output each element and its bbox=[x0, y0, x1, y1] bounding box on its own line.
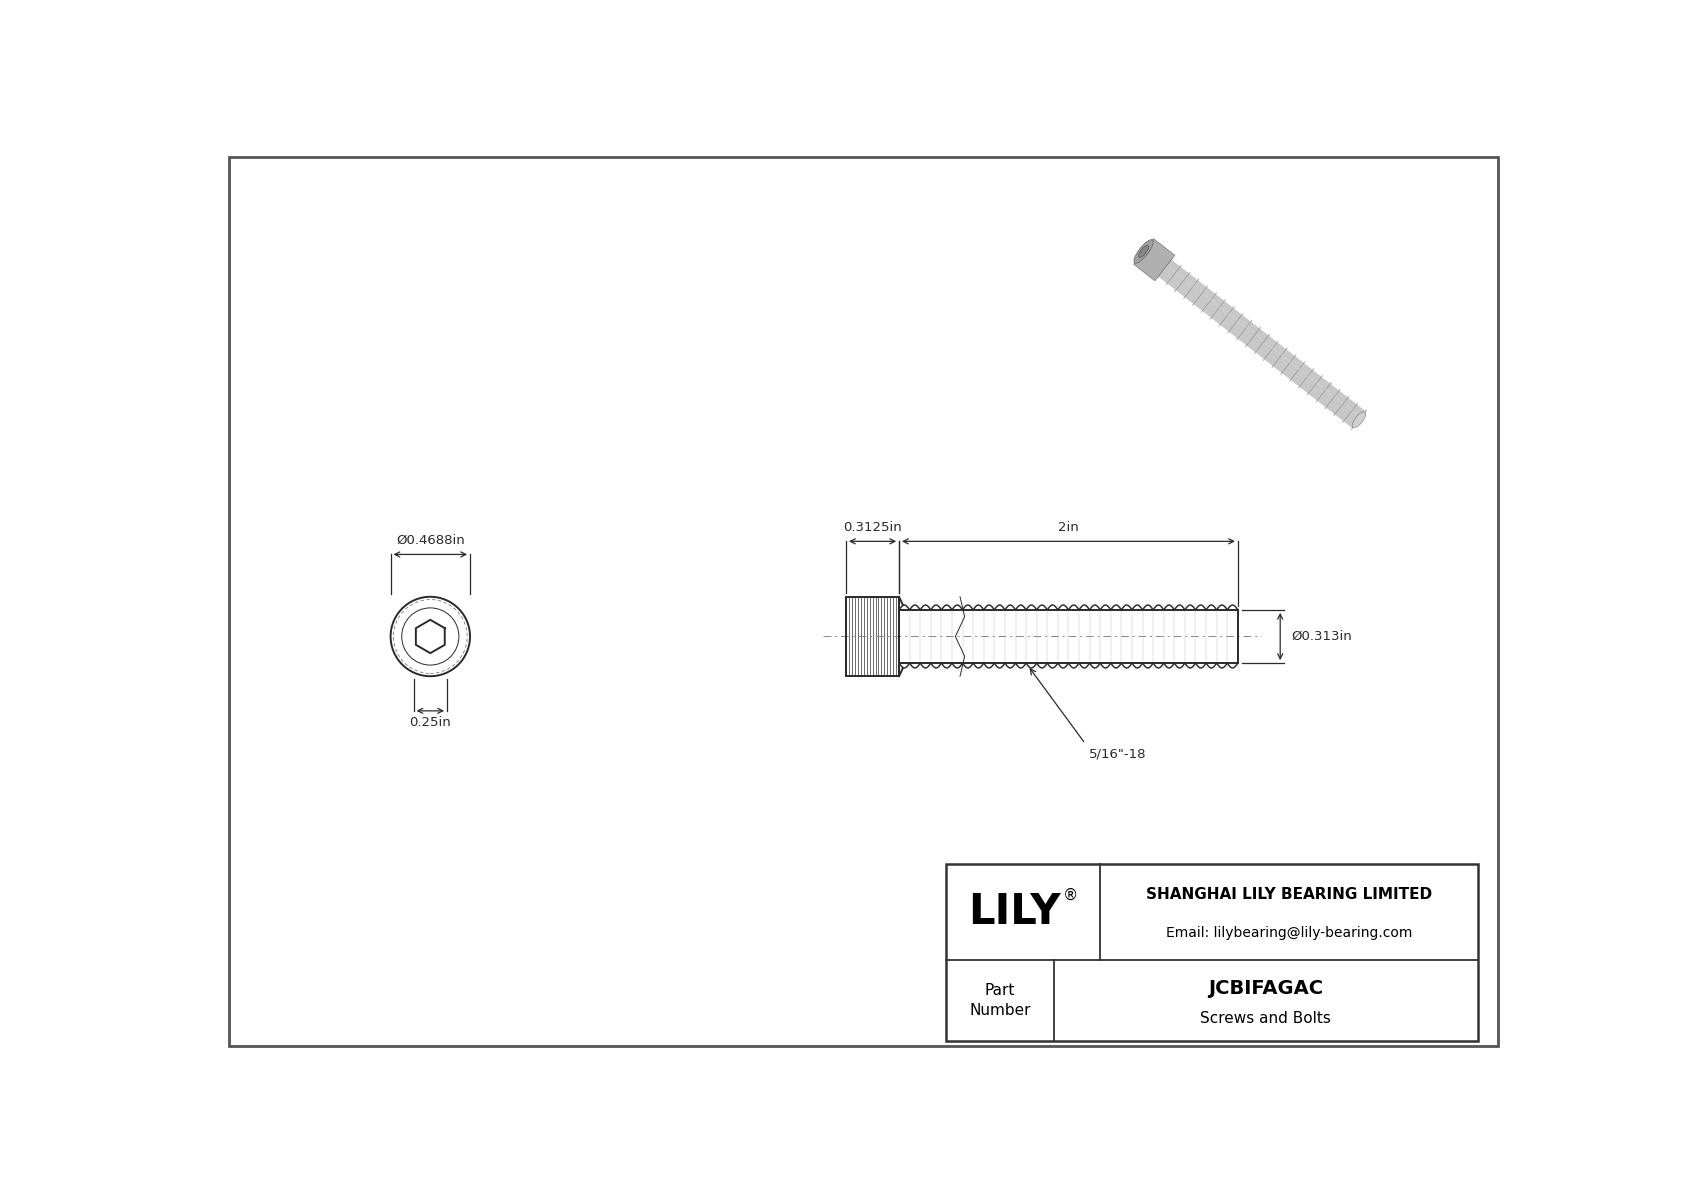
Text: LILY: LILY bbox=[968, 891, 1061, 933]
Text: Screws and Bolts: Screws and Bolts bbox=[1201, 1011, 1330, 1025]
Ellipse shape bbox=[1133, 239, 1154, 263]
Ellipse shape bbox=[1352, 412, 1366, 428]
Bar bbox=[845, 597, 899, 676]
Bar bbox=[946, 863, 1477, 1041]
Text: Ø0.4688in: Ø0.4688in bbox=[396, 534, 465, 547]
Circle shape bbox=[391, 597, 470, 676]
Ellipse shape bbox=[1138, 245, 1148, 257]
Polygon shape bbox=[1159, 260, 1366, 429]
Polygon shape bbox=[1133, 238, 1175, 281]
Text: JCBIFAGAC: JCBIFAGAC bbox=[1207, 979, 1324, 998]
Text: Part
Number: Part Number bbox=[970, 983, 1031, 1018]
Text: Email: lilybearing@lily-bearing.com: Email: lilybearing@lily-bearing.com bbox=[1165, 925, 1413, 940]
Text: 2in: 2in bbox=[1058, 520, 1079, 534]
Text: Ø0.313in: Ø0.313in bbox=[1292, 630, 1352, 643]
Text: 0.25in: 0.25in bbox=[409, 716, 451, 729]
Text: ®: ® bbox=[1063, 887, 1078, 903]
Text: 0.3125in: 0.3125in bbox=[844, 520, 903, 534]
Bar bbox=[845, 597, 899, 676]
Circle shape bbox=[402, 607, 460, 665]
Text: 5/16"-18: 5/16"-18 bbox=[1090, 748, 1147, 761]
Text: SHANGHAI LILY BEARING LIMITED: SHANGHAI LILY BEARING LIMITED bbox=[1145, 887, 1431, 902]
Bar bbox=[899, 610, 1238, 663]
